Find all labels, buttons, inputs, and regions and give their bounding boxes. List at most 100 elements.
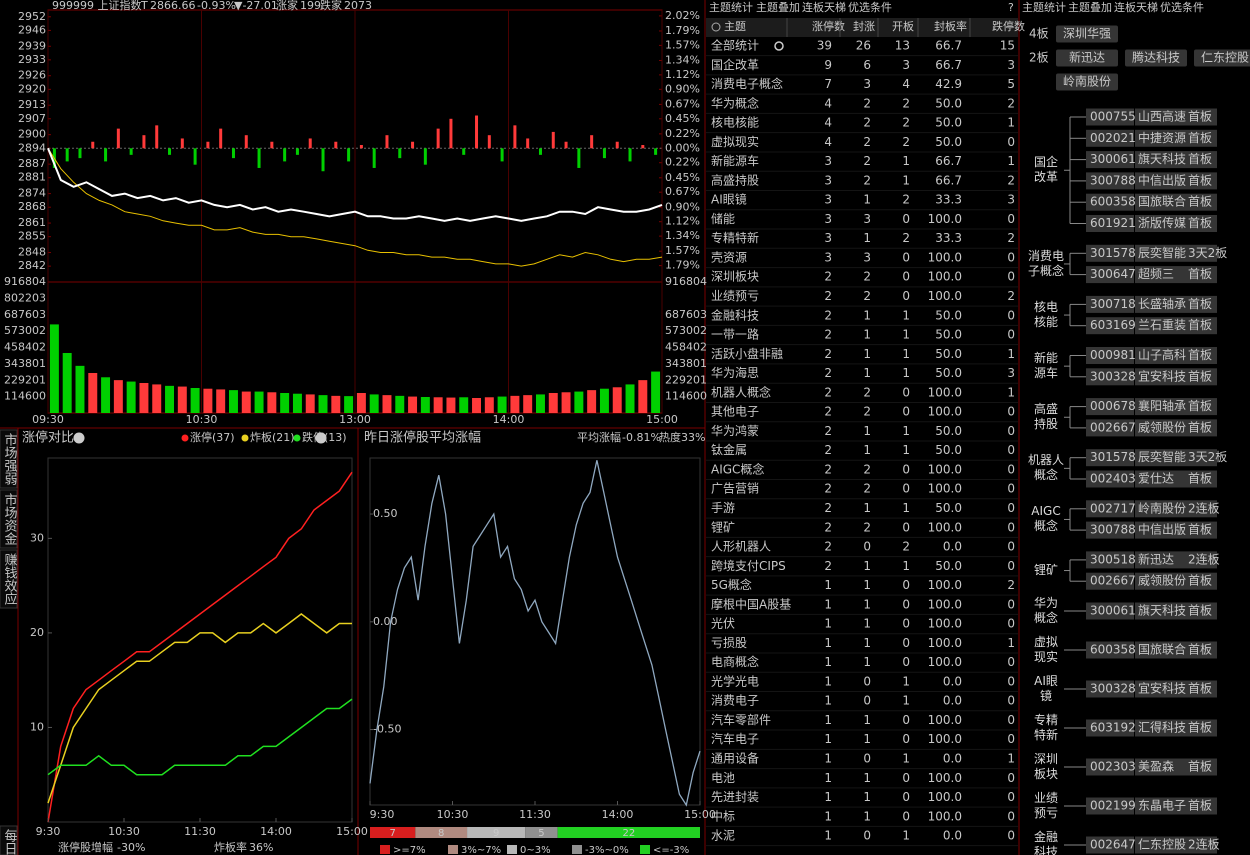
theme-name[interactable]: 其他电子 bbox=[711, 405, 759, 419]
ladder-tab[interactable]: 连板天梯 bbox=[1114, 0, 1158, 14]
stock-row[interactable] bbox=[1086, 419, 1134, 437]
stock-row[interactable] bbox=[1086, 551, 1134, 569]
theme-name[interactable]: AI眼镜 bbox=[711, 192, 747, 207]
theme-name[interactable]: 国企改革 bbox=[711, 57, 759, 72]
stock-row[interactable] bbox=[1135, 500, 1217, 518]
table-tab[interactable]: ? bbox=[1008, 1, 1014, 14]
theme-name[interactable]: 壳资源 bbox=[711, 250, 747, 264]
theme-name[interactable]: 通用设备 bbox=[711, 751, 759, 765]
stock-row[interactable] bbox=[1135, 295, 1217, 313]
stock-name[interactable]: 新迅达 bbox=[1069, 50, 1105, 65]
stock-name[interactable]: 仁东控股 bbox=[1201, 51, 1249, 65]
theme-name[interactable]: 华为鸿蒙 bbox=[711, 424, 759, 438]
theme-name[interactable]: 业绩预亏 bbox=[711, 289, 759, 303]
stock-button[interactable] bbox=[1194, 49, 1250, 67]
theme-name[interactable]: 华为海思 bbox=[711, 365, 759, 380]
table-tab[interactable]: 连板天梯 bbox=[802, 0, 846, 14]
stock-row[interactable] bbox=[1135, 347, 1217, 364]
stock-row[interactable] bbox=[1135, 521, 1217, 539]
stock-row[interactable] bbox=[1135, 551, 1217, 569]
stock-row[interactable] bbox=[1135, 680, 1217, 698]
ladder-tab[interactable]: 主题叠加 bbox=[1068, 1, 1112, 14]
theme-name[interactable]: 先进封装 bbox=[711, 790, 759, 804]
column-header[interactable]: 主题 bbox=[724, 20, 746, 33]
ladder-tab[interactable]: 优选条件 bbox=[1160, 0, 1204, 14]
theme-name[interactable]: 5G概念 bbox=[711, 577, 752, 592]
info-icon[interactable] bbox=[73, 432, 85, 444]
stock-row[interactable] bbox=[1135, 797, 1217, 815]
theme-name[interactable]: 消费电子 bbox=[711, 694, 759, 708]
stock-row[interactable] bbox=[1135, 449, 1217, 467]
stock-row[interactable] bbox=[1086, 572, 1134, 590]
stock-row[interactable] bbox=[1135, 266, 1217, 284]
theme-name[interactable]: 专精特新 bbox=[711, 230, 759, 245]
stock-row[interactable] bbox=[1086, 449, 1134, 467]
stock-row[interactable] bbox=[1086, 368, 1134, 386]
theme-name[interactable]: 钛金属 bbox=[711, 442, 747, 457]
stock-row[interactable] bbox=[1135, 719, 1217, 737]
theme-name[interactable]: 活跃小盘非融 bbox=[711, 346, 783, 361]
theme-name[interactable]: 汽车电子 bbox=[711, 731, 759, 746]
stock-button[interactable] bbox=[1056, 25, 1118, 43]
stock-row[interactable] bbox=[1086, 151, 1134, 169]
stock-button[interactable] bbox=[1056, 73, 1118, 91]
theme-name[interactable]: 机器人概念 bbox=[711, 384, 771, 399]
stock-row[interactable] bbox=[1135, 193, 1217, 211]
theme-name[interactable]: 手游 bbox=[711, 501, 735, 515]
theme-name[interactable]: 新能源车 bbox=[711, 153, 759, 168]
stock-row[interactable] bbox=[1086, 193, 1134, 211]
column-header[interactable]: 封板率 bbox=[934, 19, 967, 33]
stock-row[interactable] bbox=[1135, 317, 1217, 335]
stock-row[interactable] bbox=[1086, 347, 1134, 364]
stock-row[interactable] bbox=[1135, 419, 1217, 437]
stock-name[interactable]: 腾达科技 bbox=[1132, 50, 1180, 65]
stock-row[interactable] bbox=[1086, 129, 1134, 147]
stock-button[interactable] bbox=[1056, 49, 1118, 67]
stock-row[interactable] bbox=[1135, 129, 1217, 147]
theme-name[interactable]: 水泥 bbox=[711, 829, 735, 843]
stock-row[interactable] bbox=[1086, 215, 1134, 232]
theme-name[interactable]: 金融科技 bbox=[711, 307, 759, 322]
theme-name[interactable]: 华为概念 bbox=[711, 95, 759, 110]
table-tab[interactable]: 主题统计 bbox=[709, 1, 753, 14]
theme-name[interactable]: 高盛持股 bbox=[711, 172, 759, 187]
stock-row[interactable] bbox=[1135, 368, 1217, 386]
side-tab-label[interactable]: 市场资金 bbox=[2, 492, 18, 545]
stock-row[interactable] bbox=[1086, 108, 1134, 126]
stock-row[interactable] bbox=[1135, 215, 1217, 232]
theme-name[interactable]: 消费电子概念 bbox=[711, 76, 783, 91]
stock-row[interactable] bbox=[1135, 836, 1217, 854]
theme-name[interactable]: 电池 bbox=[711, 771, 735, 785]
stock-row[interactable] bbox=[1086, 500, 1134, 518]
column-header[interactable]: 跌停数 bbox=[992, 19, 1025, 33]
theme-name[interactable]: 人形机器人 bbox=[711, 540, 771, 554]
stock-row[interactable] bbox=[1135, 108, 1217, 126]
theme-name[interactable]: 光伏 bbox=[711, 617, 735, 631]
table-tab[interactable]: 主题叠加 bbox=[756, 1, 800, 14]
stock-row[interactable] bbox=[1086, 295, 1134, 313]
theme-name[interactable]: 电商概念 bbox=[711, 654, 759, 669]
stock-row[interactable] bbox=[1135, 172, 1217, 190]
theme-name[interactable]: 深圳板块 bbox=[711, 270, 759, 284]
stock-row[interactable] bbox=[1135, 398, 1217, 416]
column-header[interactable]: 封涨 bbox=[853, 19, 875, 33]
side-tab-label[interactable]: 赚钱效应 bbox=[2, 552, 18, 605]
stock-name[interactable]: 岭南股份 bbox=[1063, 74, 1111, 89]
theme-name[interactable]: 光学光电 bbox=[711, 673, 759, 688]
theme-name[interactable]: 广告营销 bbox=[711, 482, 759, 496]
stock-row[interactable] bbox=[1135, 244, 1217, 262]
stock-row[interactable] bbox=[1086, 266, 1134, 284]
stock-row[interactable] bbox=[1135, 758, 1217, 776]
theme-name[interactable]: 摩根中国A股基 bbox=[711, 596, 791, 611]
side-tab-label[interactable]: 市场强弱 bbox=[2, 432, 18, 485]
stock-row[interactable] bbox=[1086, 758, 1134, 776]
theme-name[interactable]: 亏损股 bbox=[711, 636, 747, 650]
stock-row[interactable] bbox=[1086, 244, 1134, 262]
theme-name[interactable]: AIGC概念 bbox=[711, 461, 764, 476]
stock-row[interactable] bbox=[1086, 602, 1134, 620]
column-header[interactable]: 涨停数 bbox=[812, 19, 845, 33]
stock-row[interactable] bbox=[1086, 719, 1134, 737]
theme-name[interactable]: 锂矿 bbox=[711, 519, 735, 534]
theme-name[interactable]: 一带一路 bbox=[711, 327, 759, 342]
stock-row[interactable] bbox=[1086, 172, 1134, 190]
